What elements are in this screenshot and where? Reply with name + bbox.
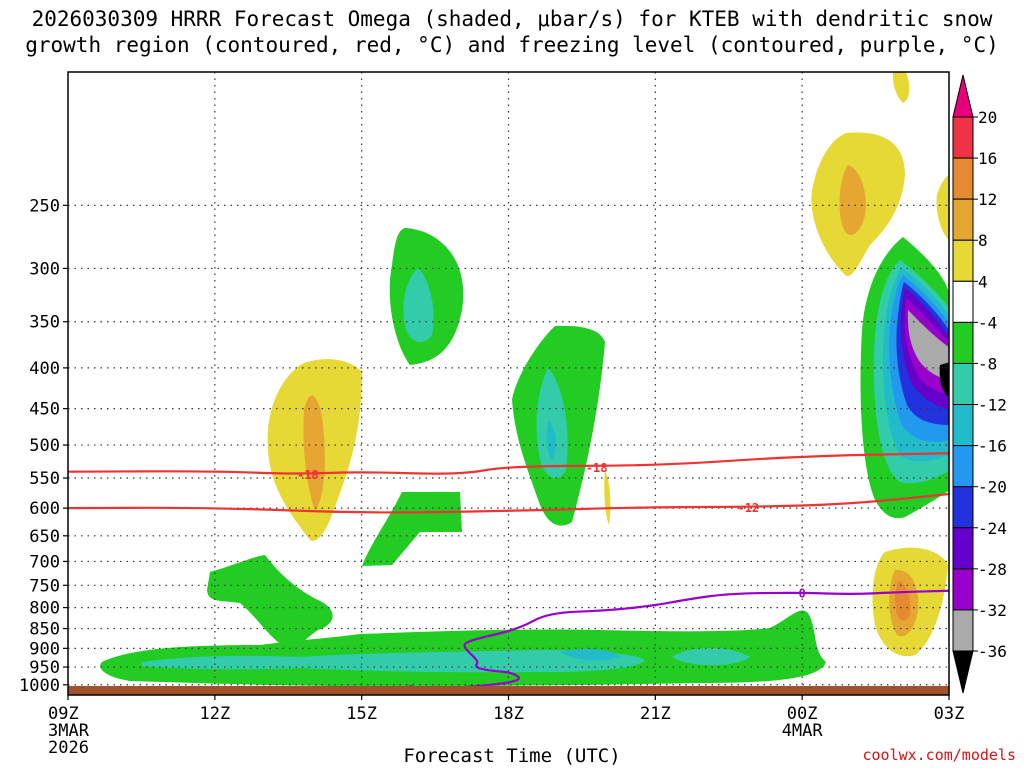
omega-down-right-edge (936, 175, 949, 240)
colorbar-swatch (952, 157, 974, 200)
omega-down-sliver-20z (604, 470, 611, 525)
x-tick-label: 03Z (934, 704, 965, 724)
colorbar-top-arrow (952, 74, 974, 118)
y-tick-label: 650 (29, 527, 60, 547)
colorbar-label: 8 (978, 231, 988, 250)
omega-down-top-sliver (892, 72, 910, 103)
y-tick-label: 900 (29, 639, 60, 659)
colorbar-label: 12 (978, 190, 997, 209)
colorbar-label: -28 (978, 560, 1007, 579)
y-tick-label: 1000 (19, 676, 60, 696)
omega-shading (100, 72, 949, 687)
y-tick-label: 700 (29, 552, 60, 572)
chart-title: 2026030309 HRRR Forecast Omega (shaded, … (0, 6, 1024, 58)
y-tick-label: 450 (29, 400, 60, 420)
colorbar-swatch (952, 280, 974, 323)
colorbar-label: 16 (978, 149, 997, 168)
plot-frame (67, 71, 950, 696)
contour-line (68, 452, 949, 475)
colorbar-label: -16 (978, 437, 1007, 456)
y-tick-label: 250 (29, 196, 60, 216)
contour-label: -18 (586, 461, 608, 475)
colorbar-label: -4 (978, 313, 997, 332)
colorbar-label: -36 (978, 642, 1007, 661)
x-tick-label: 15Z (346, 704, 377, 724)
omega-band-teal-2 (672, 648, 750, 666)
colorbar-swatch (952, 198, 974, 241)
colorbar: 20 16 12 8 4 -4 -8 -12 -16 -20 -24 -28 -32 -36 (952, 74, 1007, 694)
colorbar-swatch (952, 568, 974, 611)
colorbar-label: 4 (978, 272, 988, 291)
y-tick-label: 950 (29, 658, 60, 678)
y-axis: 2503003504004505005506006507007508008509… (19, 196, 68, 696)
contour-label: 0 (799, 587, 806, 601)
y-tick-label: 300 (29, 259, 60, 279)
omega-down-13z-orange (303, 395, 325, 509)
colorbar-swatch (952, 527, 974, 570)
x-tick-sublabel: 2026 (48, 738, 89, 758)
omega-cell-upper-left-teal (403, 268, 434, 342)
omega-cell-19z-cyan (546, 420, 556, 460)
x-tick-label: 09Z (48, 704, 79, 724)
colorbar-label: -8 (978, 354, 997, 373)
contour-line (239, 589, 949, 693)
colorbar-swatch (952, 321, 974, 364)
colorbar-swatch (952, 486, 974, 529)
colorbar-swatch (952, 609, 974, 652)
title-line-2: growth region (contoured, red, °C) and f… (25, 33, 999, 57)
omega-band-cyan (560, 649, 620, 661)
x-tick-sublabel: 4MAR (782, 721, 824, 741)
y-tick-label: 400 (29, 359, 60, 379)
colorbar-bottom-arrow (952, 650, 974, 694)
colorbar-swatch (952, 116, 974, 159)
grid (68, 72, 949, 695)
colorbar-label: -20 (978, 478, 1007, 497)
omega-up-strong-right-black (939, 362, 949, 398)
omega-cell-mid-left (362, 492, 462, 566)
contour-label: -18 (297, 468, 319, 482)
omega-down-upper-right-orange (839, 165, 866, 235)
x-tick-label: 00Z (787, 704, 818, 724)
y-tick-label: 350 (29, 313, 60, 333)
y-tick-label: 850 (29, 620, 60, 640)
x-tick-label: 12Z (199, 704, 230, 724)
omega-up-strong-right-gray (907, 310, 949, 380)
omega-cell-19z-teal (536, 368, 568, 479)
credit-text: coolwx.com/models (862, 746, 1016, 764)
ground-bar (68, 686, 949, 695)
y-tick-label: 800 (29, 599, 60, 619)
x-tick-label: 21Z (640, 704, 671, 724)
omega-arm-midlevel (207, 555, 333, 650)
x-tick-sublabel: 3MAR (48, 721, 90, 741)
colorbar-swatch (952, 239, 974, 282)
x-tick-label: 18Z (493, 704, 524, 724)
y-tick-label: 600 (29, 499, 60, 519)
colorbar-swatch (952, 362, 974, 406)
y-tick-label: 750 (29, 576, 60, 596)
colorbar-label: -32 (978, 601, 1007, 620)
x-axis-label: Forecast Time (UTC) (403, 745, 621, 767)
colorbar-label: -24 (978, 519, 1007, 538)
colorbar-swatch (952, 404, 974, 447)
y-tick-label: 550 (29, 469, 60, 489)
contours (68, 452, 949, 693)
omega-band-teal (142, 650, 645, 673)
colorbar-label: 20 (978, 108, 997, 127)
y-tick-label: 500 (29, 436, 60, 456)
omega-down-lower-right-dark (895, 580, 911, 622)
colorbar-label: -12 (978, 396, 1007, 415)
colorbar-swatch (952, 445, 974, 488)
contour-line (68, 492, 949, 514)
contour-label: -12 (737, 501, 759, 515)
title-line-1: 2026030309 HRRR Forecast Omega (shaded, … (31, 7, 993, 31)
